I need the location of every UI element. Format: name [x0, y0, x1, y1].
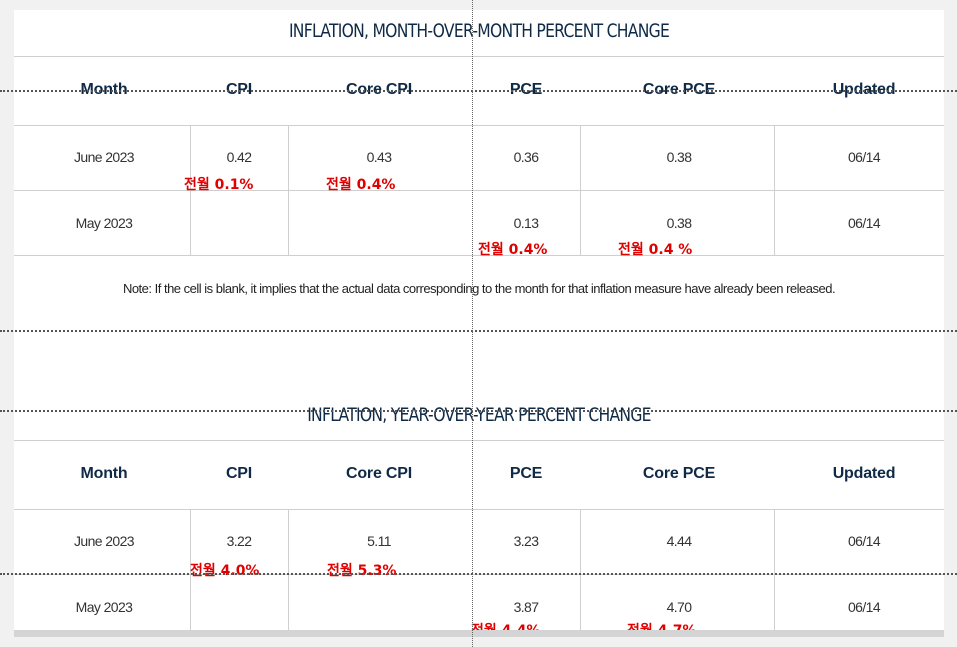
mom-r1-core-pce: 0.38 [666, 149, 692, 165]
yoy-r1-pce: 3.23 [513, 533, 539, 549]
mom-r1-month: June 2023 [74, 149, 135, 165]
mom-col-divider [774, 125, 775, 255]
mom-r2-pce: 0.13 [513, 215, 539, 231]
mom-bottom-rule [14, 255, 944, 256]
mom-title-rule [14, 56, 944, 57]
mom-core-cpi-prev-annotation: 전월 0.4% [326, 177, 396, 193]
yoy-core-cpi-prev-annotation: 전월 5.3% [327, 563, 397, 579]
yoy-r2-updated: 06/14 [847, 599, 881, 615]
mom-header-core-pce: Core PCE [642, 81, 716, 98]
mom-header-rule [14, 125, 944, 126]
yoy-r2-pce: 3.87 [513, 599, 539, 615]
blank-cell-note: Note: If the cell is blank, it implies t… [122, 281, 836, 296]
mom-cpi-prev-annotation: 전월 0.1% [184, 177, 254, 193]
mom-r1-updated: 06/14 [847, 149, 881, 165]
mom-header-pce: PCE [509, 81, 543, 98]
yoy-r1-month: June 2023 [74, 533, 135, 549]
yoy-header-cpi: CPI [225, 465, 253, 482]
yoy-col-divider [774, 509, 775, 630]
yoy-col-divider [288, 509, 289, 630]
yoy-r2-month: May 2023 [75, 599, 133, 615]
mom-r2-updated: 06/14 [847, 215, 881, 231]
mom-header-month: Month [80, 81, 128, 98]
sheet-bottom-edge [14, 630, 944, 637]
yoy-col-divider [190, 509, 191, 630]
yoy-r1-cpi: 3.22 [226, 533, 252, 549]
mom-col-divider [288, 125, 289, 255]
yoy-cpi-prev-annotation: 전월 4.0% [190, 563, 260, 579]
yoy-header-pce: PCE [509, 465, 543, 482]
yoy-r2-core-pce: 4.70 [666, 599, 692, 615]
mom-r1-pce: 0.36 [513, 149, 539, 165]
yoy-row-rule [14, 574, 944, 575]
mom-col-divider [190, 125, 191, 255]
mom-header-cpi: CPI [225, 81, 253, 98]
yoy-r1-core-cpi: 5.11 [367, 533, 391, 549]
yoy-header-month: Month [80, 465, 128, 482]
mom-row-rule [14, 190, 944, 191]
yoy-header-updated: Updated [832, 465, 896, 482]
mom-header-updated: Updated [832, 81, 896, 98]
mom-r2-core-pce: 0.38 [666, 215, 692, 231]
yoy-header-rule [14, 509, 944, 510]
yoy-col-divider [580, 509, 581, 630]
yoy-table-title: INFLATION, YEAR-OVER-YEAR PERCENT CHANGE [307, 404, 651, 426]
mom-table-title: INFLATION, MONTH-OVER-MONTH PERCENT CHAN… [288, 20, 670, 42]
mom-r1-cpi: 0.42 [226, 149, 252, 165]
yoy-r1-updated: 06/14 [847, 533, 881, 549]
yoy-r1-core-pce: 4.44 [666, 533, 692, 549]
mom-r1-core-cpi: 0.43 [366, 149, 392, 165]
mom-header-core-cpi: Core CPI [346, 81, 412, 98]
mom-r2-month: May 2023 [75, 215, 133, 231]
mom-col-divider [580, 125, 581, 255]
yoy-title-rule [14, 440, 944, 441]
yoy-header-core-pce: Core PCE [642, 465, 716, 482]
yoy-header-core-cpi: Core CPI [346, 465, 412, 482]
inflation-sheet: INFLATION, MONTH-OVER-MONTH PERCENT CHAN… [14, 10, 944, 639]
mom-pce-prev-annotation: 전월 0.4% [478, 242, 548, 258]
mom-core-pce-prev-annotation: 전월 0.4 % [618, 242, 693, 258]
